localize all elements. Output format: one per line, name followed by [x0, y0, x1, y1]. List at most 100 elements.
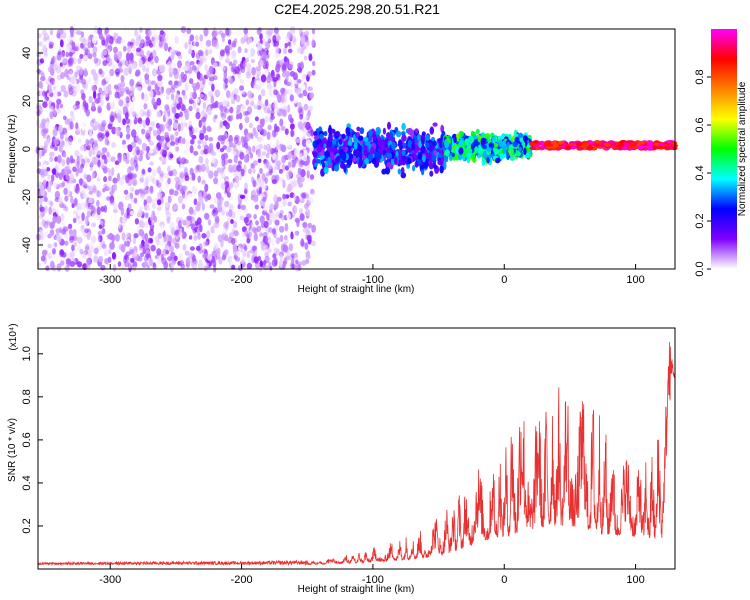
spectrogram-cell	[300, 238, 305, 247]
spectrogram-cell	[173, 122, 178, 129]
spectrogram-cell	[160, 135, 165, 142]
spectrogram-cell	[76, 245, 81, 252]
spectrogram-cell	[280, 87, 286, 95]
spectrogram-cell	[191, 185, 198, 194]
spectrogram-cell	[82, 263, 88, 271]
spectrogram-cell	[241, 142, 246, 148]
spectrogram-cell	[135, 69, 141, 77]
spectrogram-cell	[88, 148, 93, 157]
spectrogram-cell	[77, 167, 83, 174]
spectrogram-cell	[189, 34, 195, 42]
spectrogram-cell	[275, 237, 281, 245]
spectrogram-cell	[92, 52, 97, 58]
spectrogram-cell	[44, 121, 51, 129]
spectrogram-cell	[177, 183, 183, 192]
spectrogram-cell	[168, 68, 174, 76]
spectrogram-cell	[224, 78, 229, 85]
spectrogram-cell	[270, 238, 276, 247]
spectrogram-cell	[307, 222, 312, 229]
spectrogram-cell	[382, 127, 386, 135]
spectrogram-cell	[132, 180, 137, 186]
spectrogram-cell	[111, 167, 115, 176]
spectrogram-cell	[419, 164, 425, 170]
spectrogram-cell	[91, 222, 97, 228]
spectrogram-cell	[47, 199, 53, 205]
spectrogram-cell	[45, 78, 51, 84]
spectrogram-cell	[112, 177, 118, 184]
spectrogram-cell	[130, 58, 135, 64]
spectrogram-cell	[149, 258, 153, 267]
spectrogram-cell	[54, 190, 61, 200]
spectrogram-cell	[236, 104, 242, 112]
spectrogram-cell	[104, 27, 110, 34]
spectrogram-cell	[71, 244, 75, 252]
spectrogram-cell	[190, 139, 195, 145]
spectrogram-cell	[195, 112, 201, 120]
spectrogram-cell	[250, 100, 255, 107]
spectrogram-cell	[181, 104, 186, 112]
spectrogram-cell	[52, 215, 57, 224]
spectrogram-cell	[221, 172, 226, 178]
spectrogram-cell	[266, 146, 273, 155]
spectrogram-cell	[178, 155, 182, 162]
spectrogram-cell	[139, 174, 145, 184]
spectrogram-cell	[125, 111, 129, 120]
spectrogram-cell	[156, 248, 162, 256]
spectrogram-cell	[91, 171, 95, 179]
spectrogram-cell	[225, 27, 230, 36]
spectrogram-cell	[278, 77, 282, 85]
spectrogram-cell	[144, 73, 150, 81]
spectrogram-cell	[157, 74, 163, 82]
spectrogram-cell	[96, 177, 101, 182]
spectrogram-cell	[47, 174, 51, 181]
spectrogram-cell	[263, 144, 268, 151]
spectrogram-cell	[166, 241, 172, 247]
spectrogram-cell	[117, 114, 122, 123]
spectrogram-cell	[407, 127, 413, 136]
spectrogram-cell	[141, 221, 146, 228]
spectrogram-cell	[298, 121, 303, 130]
spectrogram-cell	[65, 172, 70, 181]
spectrogram-cell	[305, 121, 311, 131]
spectrogram-cell	[204, 49, 209, 57]
spectrogram-cell	[243, 216, 249, 224]
spectrogram-cell	[163, 236, 167, 243]
spectrogram-cell	[588, 141, 595, 145]
spectrogram-cell	[246, 262, 253, 269]
spectrogram-cell	[179, 138, 184, 145]
spectrogram-cell	[133, 159, 138, 168]
spectrogram-cell	[246, 244, 252, 250]
spectrogram-cell	[304, 203, 309, 210]
spectrogram-cell	[127, 203, 132, 210]
spectrogram-cell	[152, 214, 157, 223]
spectrogram-cell	[58, 144, 63, 153]
spectrogram-cell	[109, 199, 115, 206]
spectrogram-cell	[96, 190, 102, 198]
spectrogram-cell	[149, 238, 154, 244]
spectrogram-cell	[282, 193, 286, 200]
spectrogram-cells	[35, 25, 679, 273]
spectrogram-cell	[308, 105, 314, 112]
spectrogram-cell	[207, 254, 213, 261]
spectrogram-cell	[126, 110, 130, 118]
spectrogram-y-axis: -40 -20 0 20 40	[21, 47, 43, 253]
spectrogram-cell	[69, 26, 74, 35]
spectrogram-cell	[569, 145, 576, 150]
colorbar-tick-label: 0.0	[694, 261, 706, 276]
spectrogram-cell	[180, 36, 185, 43]
spectrogram-cell	[245, 149, 250, 155]
spectrogram-cell	[112, 203, 118, 210]
spectrogram-cell	[250, 162, 254, 169]
spectrogram-cell	[437, 160, 443, 166]
spectrogram-cell	[386, 133, 391, 140]
spectrogram-cell	[552, 143, 559, 148]
spectrogram-cell	[117, 155, 122, 164]
spectrogram-cell	[106, 234, 113, 240]
spectrogram-cell	[294, 217, 300, 223]
spectrogram-cell	[144, 204, 150, 211]
spectrogram-cell	[129, 192, 134, 199]
spectrogram-cell	[200, 149, 205, 155]
spectrogram-cell	[146, 109, 152, 118]
colorbar-label: Normalized spectral amplitude	[737, 81, 748, 216]
spectrogram-cell	[105, 75, 111, 82]
